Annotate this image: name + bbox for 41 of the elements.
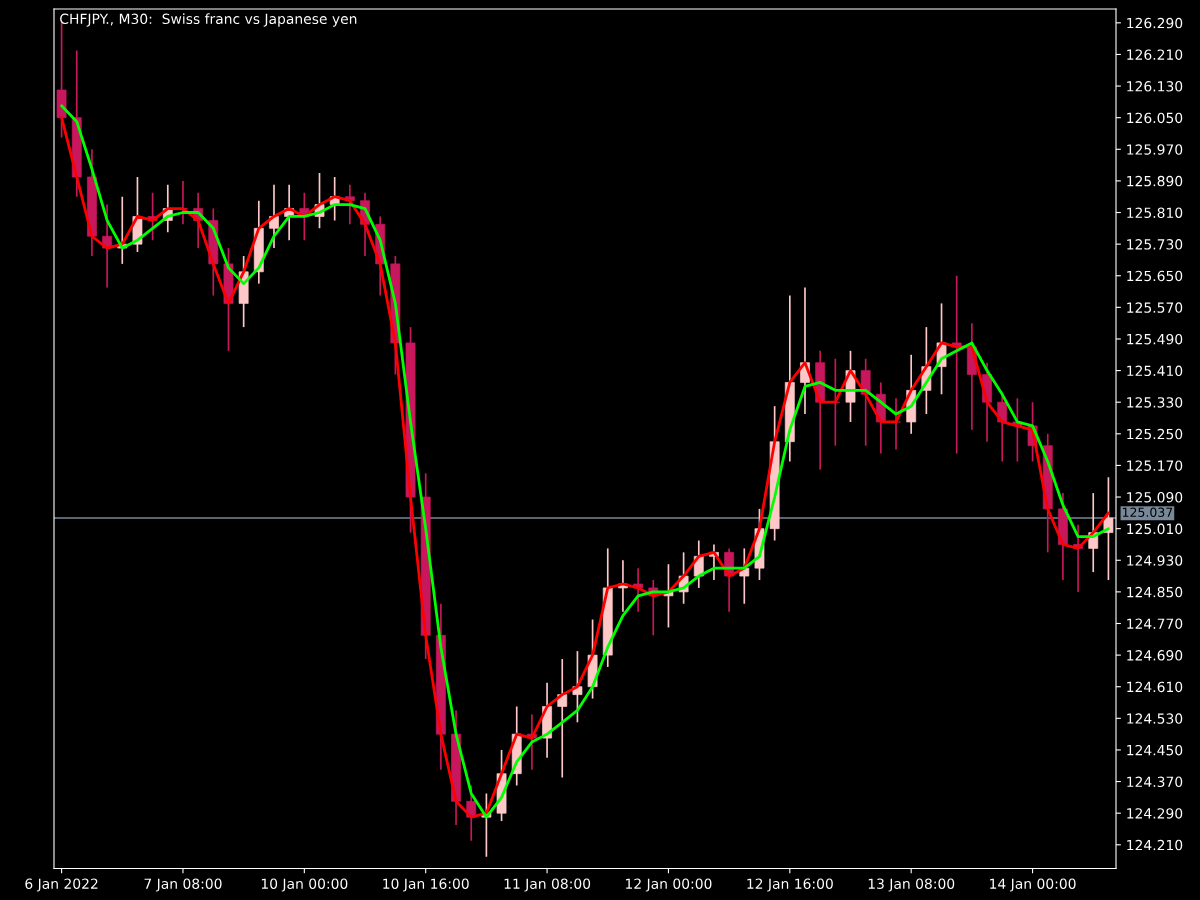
y-tick-label: 124.930 [1127,555,1183,566]
y-tick-label: 124.370 [1127,776,1183,788]
x-tick-label: 6 Jan 2022 [25,878,98,892]
y-tick-label: 124.290 [1127,808,1183,819]
y-tick-label: 124.690 [1127,650,1183,661]
y-tick-label: 125.170 [1127,460,1183,471]
y-tick-label: 125.330 [1127,397,1183,408]
x-tick-label: 7 Jan 08:00 [144,878,222,892]
candlestick [572,650,583,724]
candlestick [739,547,750,605]
y-tick-label: 126.290 [1127,17,1183,29]
x-tick-label: 12 Jan 00:00 [626,878,712,892]
y-tick-label: 125.490 [1127,333,1183,345]
y-tick-label: 125.650 [1127,270,1183,282]
y-tick-label: 125.890 [1127,175,1183,187]
y-tick-label: 124.530 [1127,713,1183,724]
y-tick-label: 124.610 [1127,681,1183,693]
y-tick-label: 125.250 [1127,428,1183,440]
x-tick-label: 10 Jan 16:00 [383,878,469,892]
y-tick-label: 124.770 [1127,618,1183,629]
y-tick-label: 125.730 [1127,239,1183,250]
chart-title: CHFJPY., M30: Swiss franc vs Japanese yen [60,13,357,27]
y-tick-label: 125.010 [1127,523,1183,535]
y-tick-label: 125.810 [1127,207,1183,218]
x-tick-label: 14 Jan 00:00 [990,878,1076,892]
y-tick-label: 126.210 [1127,49,1183,60]
x-tick-label: 12 Jan 16:00 [747,878,833,892]
y-tick-label: 124.450 [1127,744,1183,756]
y-tick-label: 124.850 [1127,586,1183,598]
candlestick [1103,476,1114,581]
x-tick-label: 10 Jan 00:00 [261,878,348,892]
y-tick-label: 125.410 [1127,365,1183,377]
y-tick-label: 126.050 [1127,112,1183,124]
y-tick-label: 125.970 [1127,144,1183,155]
x-tick-label: 13 Jan 08:00 [868,878,955,892]
y-tick-label: 125.570 [1127,302,1183,313]
y-tick-label: 124.210 [1127,839,1183,851]
x-tick-label: 11 Jan 08:00 [504,878,591,892]
y-tick-label: 126.130 [1127,81,1183,92]
ref-line-label: 125.037 [1122,507,1173,517]
y-tick-label: 125.090 [1127,492,1183,503]
